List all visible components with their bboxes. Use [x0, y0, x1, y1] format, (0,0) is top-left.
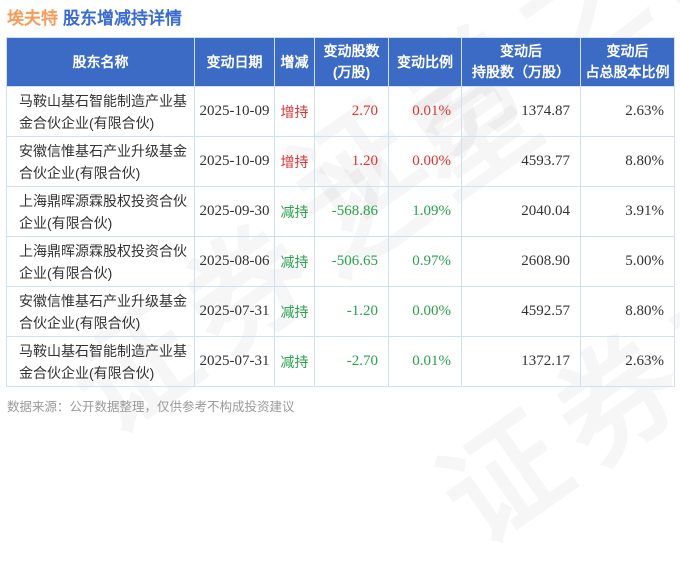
after-shares: 4593.77 — [461, 136, 581, 187]
change-date: 2025-07-31 — [194, 336, 275, 387]
change-date: 2025-08-06 — [194, 236, 275, 287]
change-shares: 1.20 — [314, 136, 389, 187]
shareholder-name: 安徽信惟基石产业升级基金合伙企业(有限合伙) — [6, 286, 195, 337]
data-source-note: 数据来源：公开数据整理，仅供参考不构成投资建议 — [7, 400, 295, 414]
change-ratio: 0.00% — [388, 286, 462, 337]
table-row: 马鞍山基石智能制造产业基金合伙企业(有限合伙) 2025-10-09 增持 2.70 0… — [6, 86, 675, 137]
table-header-row: 股东名称 变动日期 增减 变动股数 (万股) 变动比例 变动后 持股数（万股） 变动后 占总… — [6, 37, 675, 87]
column-header: 变动后 持股数（万股） — [461, 37, 581, 87]
shareholder-name: 上海鼎晖源霖股权投资合伙企业(有限合伙) — [6, 236, 195, 287]
change-shares: -568.86 — [314, 186, 389, 237]
change-shares: -506.65 — [314, 236, 389, 287]
after-shares: 2608.90 — [461, 236, 581, 287]
page-title: 埃夫特 股东增减持详情 — [0, 0, 680, 37]
change-date: 2025-07-31 — [194, 286, 275, 337]
column-header: 变动股数 (万股) — [314, 37, 389, 87]
table-row: 安徽信惟基石产业升级基金合伙企业(有限合伙) 2025-10-09 增持 1.20 0.… — [6, 136, 675, 187]
change-shares: 2.70 — [314, 86, 389, 137]
change-ratio: 0.00% — [388, 136, 462, 187]
column-header: 变动后 占总股本比例 — [580, 37, 675, 87]
column-header: 增减 — [274, 37, 315, 87]
column-header: 股东名称 — [6, 37, 195, 87]
change-shares: -1.20 — [314, 286, 389, 337]
action-label: 减持 — [274, 236, 315, 287]
change-ratio: 0.01% — [388, 336, 462, 387]
change-ratio: 0.97% — [388, 236, 462, 287]
after-shares: 4592.57 — [461, 286, 581, 337]
change-ratio: 1.09% — [388, 186, 462, 237]
stock-name: 埃夫特 — [7, 9, 58, 28]
after-ratio: 3.91% — [580, 186, 675, 237]
page-title-text: 股东增减持详情 — [63, 9, 182, 28]
after-shares: 2040.04 — [461, 186, 581, 237]
after-shares: 1374.87 — [461, 86, 581, 137]
change-date: 2025-09-30 — [194, 186, 275, 237]
after-ratio: 2.63% — [580, 336, 675, 387]
after-ratio: 8.80% — [580, 136, 675, 187]
shareholder-name: 马鞍山基石智能制造产业基金合伙企业(有限合伙) — [6, 86, 195, 137]
column-header: 变动日期 — [194, 37, 275, 87]
change-date: 2025-10-09 — [194, 136, 275, 187]
shareholder-change-page: 埃夫特 股东增减持详情 股东名称 变动日期 增减 变动股数 (万股) 变动比例 变动后 持股… — [0, 0, 680, 414]
after-ratio: 2.63% — [580, 86, 675, 137]
action-label: 减持 — [274, 186, 315, 237]
table-row: 安徽信惟基石产业升级基金合伙企业(有限合伙) 2025-07-31 减持 -1.20 0… — [6, 286, 675, 337]
table-row: 马鞍山基石智能制造产业基金合伙企业(有限合伙) 2025-07-31 减持 -2.70… — [6, 336, 675, 387]
table-body: 马鞍山基石智能制造产业基金合伙企业(有限合伙) 2025-10-09 增持 2.70 0… — [6, 86, 675, 387]
action-label: 增持 — [274, 136, 315, 187]
shareholder-name: 安徽信惟基石产业升级基金合伙企业(有限合伙) — [6, 136, 195, 187]
action-label: 减持 — [274, 336, 315, 387]
change-date: 2025-10-09 — [194, 86, 275, 137]
change-shares: -2.70 — [314, 336, 389, 387]
column-header: 变动比例 — [388, 37, 462, 87]
change-ratio: 0.01% — [388, 86, 462, 137]
table-row: 上海鼎晖源霖股权投资合伙企业(有限合伙) 2025-09-30 减持 -568.86 1… — [6, 186, 675, 237]
after-shares: 1372.17 — [461, 336, 581, 387]
after-ratio: 5.00% — [580, 236, 675, 287]
shareholder-change-table: 股东名称 变动日期 增减 变动股数 (万股) 变动比例 变动后 持股数（万股） 变动后 占总… — [6, 37, 675, 387]
shareholder-name: 马鞍山基石智能制造产业基金合伙企业(有限合伙) — [6, 336, 195, 387]
after-ratio: 8.80% — [580, 286, 675, 337]
action-label: 减持 — [274, 286, 315, 337]
action-label: 增持 — [274, 86, 315, 137]
shareholder-name: 上海鼎晖源霖股权投资合伙企业(有限合伙) — [6, 186, 195, 237]
table-row: 上海鼎晖源霖股权投资合伙企业(有限合伙) 2025-08-06 减持 -506.65 0… — [6, 236, 675, 287]
